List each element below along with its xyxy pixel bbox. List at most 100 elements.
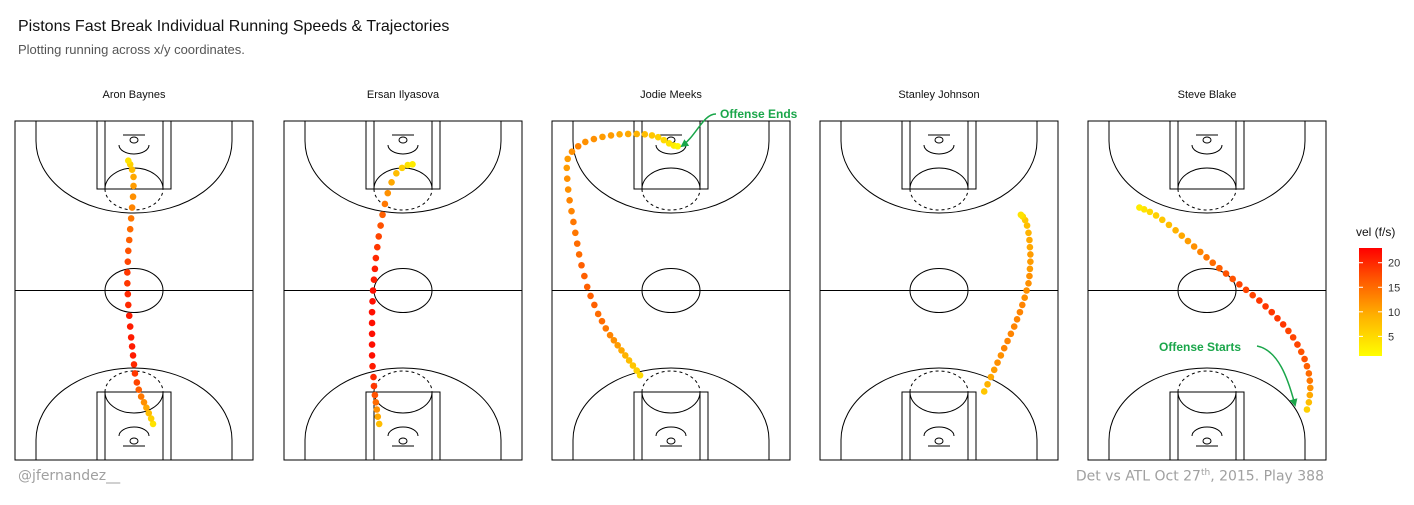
trajectory-point bbox=[618, 347, 625, 354]
bottom-ft-circle-dashed bbox=[1177, 370, 1237, 393]
court-panel: Steve Blake bbox=[1087, 89, 1327, 461]
trajectory-point bbox=[1303, 362, 1311, 370]
trajectory-point bbox=[369, 298, 376, 305]
trajectory-point bbox=[641, 131, 649, 138]
top-three-point-line bbox=[304, 121, 502, 214]
trajectory-point bbox=[368, 308, 376, 316]
trajectory-point bbox=[1301, 355, 1308, 363]
top-three-point-line bbox=[572, 121, 770, 214]
trajectory-point bbox=[1178, 232, 1186, 239]
court-panel: Jodie Meeks bbox=[551, 89, 791, 461]
trajectory-point bbox=[372, 398, 380, 406]
trajectory-point bbox=[368, 352, 376, 359]
chart-title: Pistons Fast Break Individual Running Sp… bbox=[18, 18, 450, 35]
trajectory-point bbox=[1197, 248, 1204, 256]
trajectory-point bbox=[624, 130, 632, 138]
trajectory-point bbox=[980, 388, 988, 395]
top-ft-circle-solid bbox=[909, 167, 969, 190]
trajectory-point bbox=[369, 287, 377, 294]
top-ft-circle-solid bbox=[373, 167, 433, 190]
legend-tick-label: 10 bbox=[1388, 307, 1400, 319]
trajectory-point bbox=[398, 164, 406, 172]
trajectory-point bbox=[124, 301, 132, 309]
trajectory-point bbox=[1229, 275, 1237, 283]
top-ft-circle-dashed bbox=[1177, 188, 1237, 211]
trajectory-point bbox=[381, 200, 389, 208]
trajectory-point bbox=[1013, 316, 1021, 323]
top-restricted-arc bbox=[387, 144, 419, 155]
bottom-lane-inner bbox=[909, 391, 969, 461]
trajectory-point bbox=[140, 398, 148, 406]
trajectory-point bbox=[1203, 254, 1210, 261]
top-three-point-line bbox=[840, 121, 1038, 214]
top-ft-circle-solid bbox=[1177, 167, 1237, 190]
trajectory-point bbox=[602, 325, 610, 332]
trajectory-point bbox=[614, 342, 621, 349]
trajectory-point bbox=[987, 373, 995, 381]
trajectory-point bbox=[1158, 216, 1166, 224]
bottom-restricted-arc bbox=[1191, 426, 1223, 437]
trajectory-point bbox=[1289, 334, 1297, 341]
trajectory-point bbox=[1184, 237, 1192, 245]
trajectory-point bbox=[568, 148, 576, 155]
trajectory-point bbox=[1303, 406, 1311, 413]
center-circle bbox=[909, 268, 969, 313]
game-caption-main: Det vs ATL Oct 27 bbox=[1075, 468, 1201, 485]
bottom-three-point-line bbox=[35, 367, 233, 460]
trajectory-point bbox=[128, 204, 136, 211]
trajectory-point bbox=[1026, 243, 1034, 251]
trajectory-point bbox=[1268, 308, 1276, 316]
annotation-offense-starts: Offense Starts bbox=[1159, 340, 1241, 354]
trajectory-point bbox=[590, 135, 598, 143]
trajectory-point bbox=[1026, 265, 1034, 273]
bottom-lane-inner bbox=[1177, 391, 1237, 461]
trajectory-point bbox=[126, 225, 134, 233]
trajectory-point bbox=[137, 393, 145, 400]
trajectory-point bbox=[648, 132, 656, 139]
trajectory-point bbox=[130, 361, 138, 368]
trajectory-point bbox=[607, 132, 615, 139]
trajectory-point bbox=[1249, 291, 1256, 299]
trajectory-point bbox=[1025, 229, 1032, 237]
trajectory-point bbox=[574, 142, 582, 150]
top-three-point-line bbox=[35, 121, 233, 214]
top-ft-circle-solid bbox=[641, 167, 701, 190]
trajectory-point bbox=[130, 182, 137, 190]
bottom-restricted-arc bbox=[923, 426, 955, 437]
trajectory-point bbox=[124, 269, 131, 276]
trajectory-point bbox=[564, 186, 572, 193]
trajectory-point bbox=[570, 218, 577, 226]
trajectory-point bbox=[370, 382, 378, 390]
trajectory-point bbox=[610, 336, 618, 344]
trajectory-point bbox=[372, 254, 380, 262]
trajectory-point bbox=[629, 362, 637, 369]
trajectory-point bbox=[1007, 330, 1015, 338]
trajectory-point bbox=[568, 207, 575, 215]
trajectory-point bbox=[581, 272, 588, 280]
trajectory-point bbox=[606, 331, 614, 339]
trajectory-point bbox=[128, 166, 136, 173]
bottom-three-point-line bbox=[1108, 367, 1306, 460]
trajectory-point bbox=[1136, 204, 1143, 211]
trajectory-point bbox=[984, 380, 991, 388]
trajectory-point bbox=[368, 319, 376, 327]
trajectory-point bbox=[994, 359, 1001, 366]
trajectory-point bbox=[1152, 212, 1160, 219]
trajectory-point bbox=[598, 317, 606, 325]
court-panel: Stanley Johnson bbox=[819, 89, 1059, 461]
trajectory-point bbox=[1190, 243, 1198, 250]
trajectory-point bbox=[633, 367, 641, 374]
bottom-ft-circle-solid bbox=[1177, 391, 1237, 414]
bottom-ft-circle-solid bbox=[909, 391, 969, 414]
bottom-three-point-line bbox=[304, 367, 502, 460]
trajectory-point bbox=[997, 352, 1005, 359]
trajectory-point bbox=[1305, 398, 1313, 406]
trajectory-point bbox=[1146, 208, 1154, 216]
trajectory-point bbox=[143, 404, 150, 412]
trajectory-point bbox=[126, 323, 134, 330]
top-lane-inner bbox=[909, 120, 969, 190]
trajectory-point bbox=[1274, 314, 1281, 322]
bottom-ft-circle-solid bbox=[373, 391, 433, 414]
top-lane-inner bbox=[373, 120, 433, 190]
